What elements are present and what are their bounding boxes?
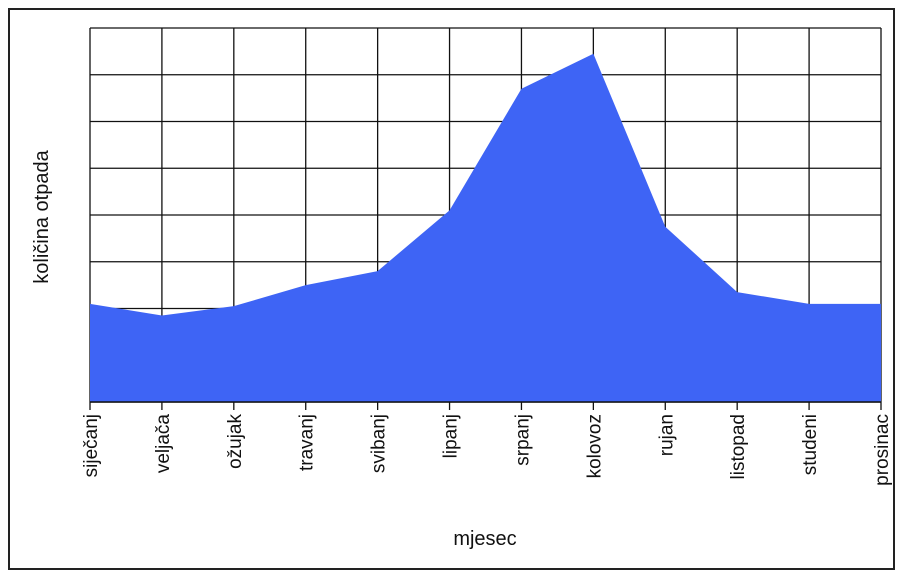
x-tick-label: rujan xyxy=(656,414,677,456)
x-tick-label: srpanj xyxy=(512,414,533,466)
x-tick-label: lipanj xyxy=(441,414,462,458)
x-tick-label: kolovoz xyxy=(584,414,605,478)
x-tick-label: travanj xyxy=(297,414,318,471)
y-axis-label: količina otpada xyxy=(31,149,53,283)
x-tick-label: siječanj xyxy=(81,414,102,477)
area-series xyxy=(90,53,881,403)
x-tick-label: listopad xyxy=(728,414,749,480)
x-tick-label: ožujak xyxy=(225,414,246,469)
x-tick-label: prosinac xyxy=(872,414,893,486)
x-tick-label: svibanj xyxy=(369,414,390,473)
x-tick-label: studeni xyxy=(800,414,821,475)
x-tick-label: veljača xyxy=(153,414,174,474)
x-axis-label: mjesec xyxy=(453,528,516,550)
x-tick-labels: siječanj veljača ožujak travanj svibanj lipan… xyxy=(81,402,893,486)
